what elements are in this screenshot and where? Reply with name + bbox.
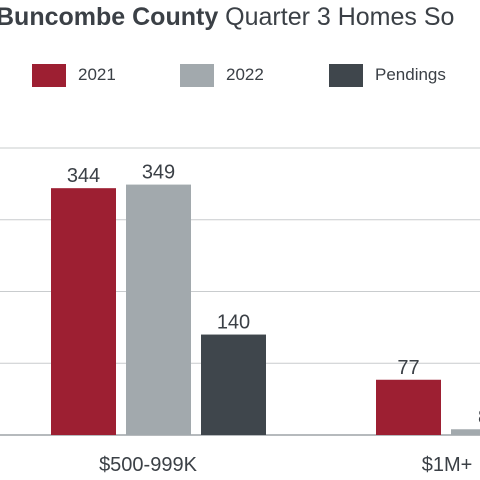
data-label: 349 bbox=[142, 162, 175, 184]
data-label: 140 bbox=[217, 312, 250, 334]
bar-2022-0 bbox=[126, 184, 191, 435]
legend-item-pendings: Pendings bbox=[329, 62, 446, 88]
data-label: 8 bbox=[478, 406, 480, 428]
bar-2021-0 bbox=[51, 188, 116, 435]
bar-2022-1 bbox=[451, 429, 480, 435]
chart-title: Buncombe County Quarter 3 Homes So bbox=[0, 0, 454, 34]
legend: 2021 2022 Pendings bbox=[0, 62, 480, 88]
category-label: $1M+ bbox=[422, 454, 473, 476]
bar-pendings-0 bbox=[201, 334, 266, 435]
chart-title-bold: Buncombe County bbox=[0, 3, 219, 31]
bar-2021-1 bbox=[376, 379, 441, 435]
category-label: $500-999K bbox=[99, 454, 198, 476]
legend-label-2022: 2022 bbox=[226, 65, 264, 84]
legend-item-2022: 2022 bbox=[180, 62, 264, 88]
legend-label-2021: 2021 bbox=[78, 65, 116, 84]
data-label: 77 bbox=[397, 357, 419, 379]
legend-label-pendings: Pendings bbox=[375, 65, 446, 84]
legend-swatch-pendings bbox=[329, 63, 363, 87]
data-label: 344 bbox=[67, 165, 100, 187]
chart-title-rest: Quarter 3 Homes So bbox=[218, 3, 455, 31]
legend-swatch-2022 bbox=[180, 63, 214, 87]
legend-item-2021: 2021 bbox=[32, 62, 116, 88]
legend-swatch-2021 bbox=[32, 63, 66, 87]
